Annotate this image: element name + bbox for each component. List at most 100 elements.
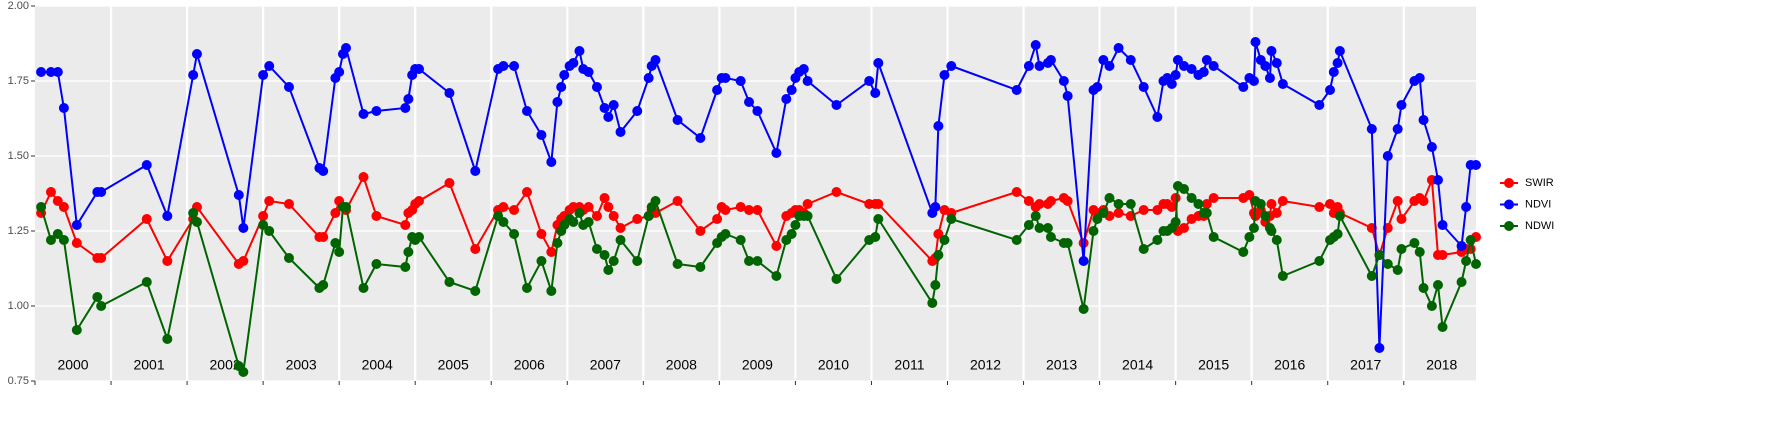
point — [1366, 271, 1377, 281]
point — [1023, 196, 1034, 206]
point — [1426, 301, 1437, 311]
point — [444, 277, 455, 287]
point — [403, 94, 414, 104]
y-tick-label: 1.00 — [8, 300, 29, 312]
point — [1170, 193, 1181, 203]
y-tick-label: 1.75 — [8, 75, 29, 87]
point — [1078, 256, 1089, 266]
point — [695, 133, 706, 143]
point — [720, 229, 731, 239]
point — [744, 256, 755, 266]
point — [414, 196, 425, 206]
point — [831, 274, 842, 284]
point — [802, 211, 813, 221]
point — [71, 220, 82, 230]
point — [1465, 235, 1476, 245]
point — [36, 67, 47, 77]
point — [498, 202, 509, 212]
point — [752, 256, 763, 266]
point — [498, 61, 509, 71]
point — [1238, 247, 1249, 257]
point — [1170, 217, 1181, 227]
point — [1456, 241, 1467, 251]
point — [1314, 100, 1325, 110]
point — [1471, 259, 1481, 269]
point — [1011, 235, 1022, 245]
point — [52, 196, 63, 206]
y-tick-label: 0.75 — [8, 375, 29, 387]
point — [946, 61, 957, 71]
point — [330, 238, 341, 248]
point — [933, 229, 944, 239]
point — [1098, 55, 1109, 65]
point — [1178, 184, 1189, 194]
point — [744, 97, 755, 107]
point — [191, 217, 202, 227]
point — [650, 196, 661, 206]
point — [1201, 199, 1212, 209]
point — [870, 88, 881, 98]
point — [141, 160, 152, 170]
point — [45, 67, 56, 77]
point — [1437, 220, 1448, 230]
point — [1113, 43, 1124, 53]
point — [1332, 58, 1343, 68]
point — [615, 223, 626, 233]
x-tick-label: 2012 — [970, 357, 1001, 373]
point — [341, 43, 352, 53]
point — [1432, 175, 1443, 185]
point — [735, 202, 746, 212]
point — [1277, 79, 1288, 89]
point — [1392, 124, 1403, 134]
point — [1062, 196, 1073, 206]
point — [583, 217, 594, 227]
point — [632, 256, 643, 266]
x-tick-label: 2006 — [514, 357, 545, 373]
point — [318, 166, 329, 176]
point — [1092, 82, 1103, 92]
point — [238, 256, 249, 266]
point — [400, 103, 411, 113]
point — [258, 70, 269, 80]
point — [864, 76, 875, 86]
point — [521, 187, 532, 197]
point — [1334, 211, 1345, 221]
point — [591, 82, 602, 92]
point — [1271, 208, 1282, 218]
point — [521, 106, 532, 116]
point — [371, 106, 382, 116]
point — [1193, 199, 1204, 209]
point — [1011, 187, 1022, 197]
point — [403, 247, 414, 257]
x-tick-label: 2014 — [1122, 357, 1153, 373]
point — [831, 187, 842, 197]
point — [162, 256, 173, 266]
point — [536, 229, 547, 239]
point — [1260, 61, 1271, 71]
point — [188, 208, 199, 218]
series-line — [41, 41, 1476, 349]
point — [831, 100, 842, 110]
point — [1437, 322, 1448, 332]
point — [1125, 199, 1136, 209]
point — [574, 46, 585, 56]
point — [371, 211, 382, 221]
point — [546, 157, 557, 167]
point — [568, 217, 579, 227]
x-tick-label: 2016 — [1274, 357, 1305, 373]
point — [1382, 259, 1393, 269]
x-tick-label: 2011 — [894, 357, 924, 373]
point — [1042, 223, 1053, 233]
point — [599, 193, 610, 203]
point — [1170, 70, 1181, 80]
x-tick-label: 2013 — [1046, 357, 1077, 373]
x-tick-label: 2003 — [286, 357, 317, 373]
point — [695, 262, 706, 272]
point — [568, 58, 579, 68]
x-tick-label: 2001 — [133, 357, 164, 373]
point — [672, 115, 683, 125]
y-tick-label: 1.25 — [8, 225, 29, 237]
point — [798, 64, 809, 74]
point — [1334, 46, 1345, 56]
point — [1414, 247, 1425, 257]
